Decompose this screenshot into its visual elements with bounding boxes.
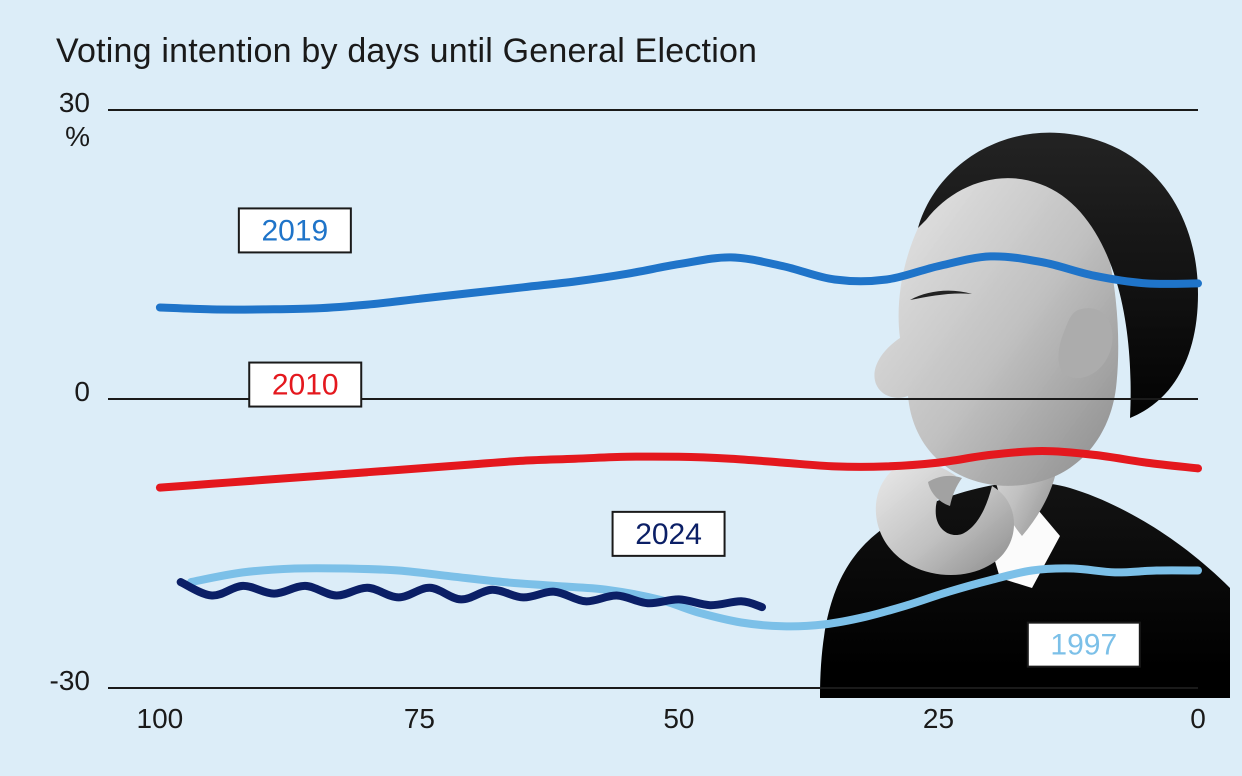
series-line-2019 [160,256,1198,309]
y-tick-label: 0 [74,376,90,407]
y-tick-label: -30 [50,665,90,696]
x-tick-label: 100 [137,703,184,734]
x-tick-label: 0 [1190,703,1206,734]
series-label-2019: 2019 [261,214,328,247]
x-tick-label: 50 [663,703,694,734]
series-label-2010: 2010 [272,368,339,401]
series-line-2024 [181,582,762,607]
series-label-2024: 2024 [635,518,702,551]
y-tick-label: 30 [59,87,90,118]
x-tick-label: 25 [923,703,954,734]
y-unit-label: % [65,121,90,152]
chart-plot: 30% 0 -30 100 75 50 25 0 2019 2010 1997 2024 [0,0,1242,776]
chart-container: Voting intention by days until General E… [0,0,1242,776]
x-tick-label: 75 [404,703,435,734]
series-line-2010 [160,451,1198,488]
series-label-1997: 1997 [1050,629,1117,662]
